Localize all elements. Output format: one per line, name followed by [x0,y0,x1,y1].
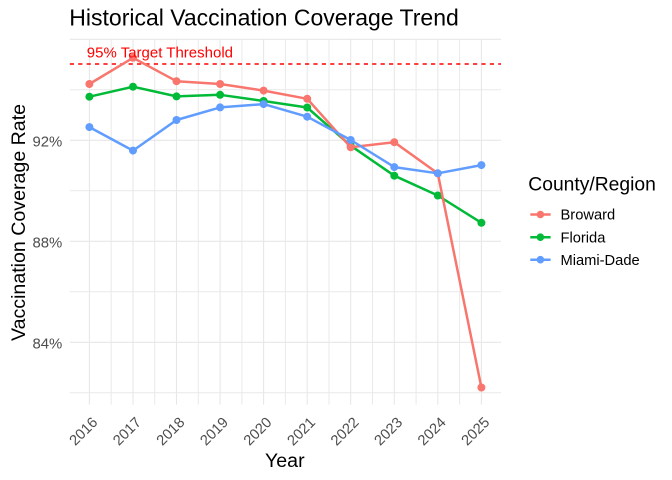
svg-text:Broward: Broward [561,208,616,224]
svg-text:95% Target Threshold: 95% Target Threshold [87,44,233,61]
svg-text:Vaccination Coverage Rate: Vaccination Coverage Rate [8,104,30,341]
svg-text:County/Region: County/Region [528,174,656,195]
svg-text:Miami-Dade: Miami-Dade [561,253,640,269]
svg-text:88%: 88% [32,236,62,252]
svg-text:84%: 84% [32,337,62,353]
svg-text:92%: 92% [32,135,62,151]
svg-text:Year: Year [265,450,305,472]
svg-text:Florida: Florida [561,230,607,246]
svg-text:Historical Vaccination Coverag: Historical Vaccination Coverage Trend [69,4,458,30]
